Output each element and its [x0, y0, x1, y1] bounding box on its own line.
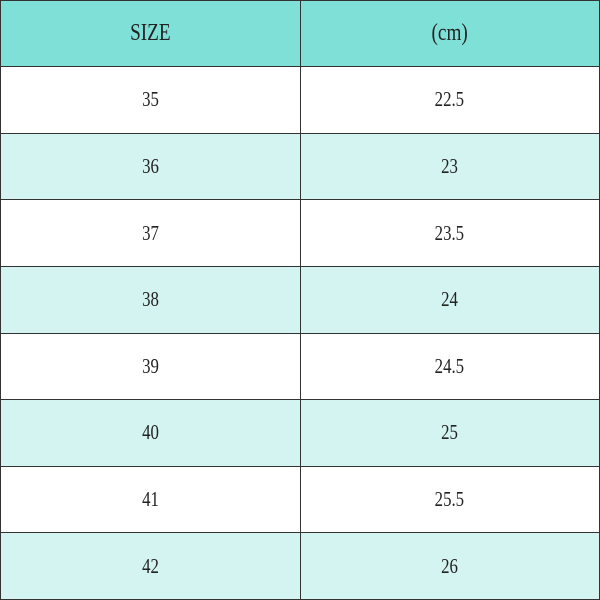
cell-cm: 24: [299, 265, 600, 334]
table-row: 40 25: [0, 399, 600, 467]
cell-cm: 26: [299, 532, 600, 600]
table-row: 38 24: [0, 265, 600, 334]
cell-size: 42: [0, 532, 301, 600]
cell-cm: 25.5: [299, 465, 600, 534]
header-cm: (cm): [299, 0, 600, 67]
table-row: 42 26: [0, 532, 600, 600]
cell-cm: 23: [299, 132, 600, 201]
cell-size: 41: [0, 465, 301, 534]
cell-cm: 22.5: [299, 66, 600, 134]
cell-cm: 25: [299, 399, 600, 467]
header-size: SIZE: [0, 0, 301, 67]
cell-size: 39: [0, 332, 301, 401]
cell-cm: 23.5: [299, 199, 600, 267]
cell-size: 36: [0, 132, 301, 201]
cell-cm: 24.5: [299, 332, 600, 401]
table-row: 39 24.5: [0, 332, 600, 401]
table-row: 36 23: [0, 132, 600, 201]
cell-size: 38: [0, 265, 301, 334]
table-row: 37 23.5: [0, 199, 600, 267]
cell-size: 37: [0, 199, 301, 267]
header-row: SIZE (cm): [0, 0, 600, 67]
table-row: 35 22.5: [0, 66, 600, 134]
table-row: 41 25.5: [0, 465, 600, 534]
cell-size: 35: [0, 66, 301, 134]
cell-size: 40: [0, 399, 301, 467]
